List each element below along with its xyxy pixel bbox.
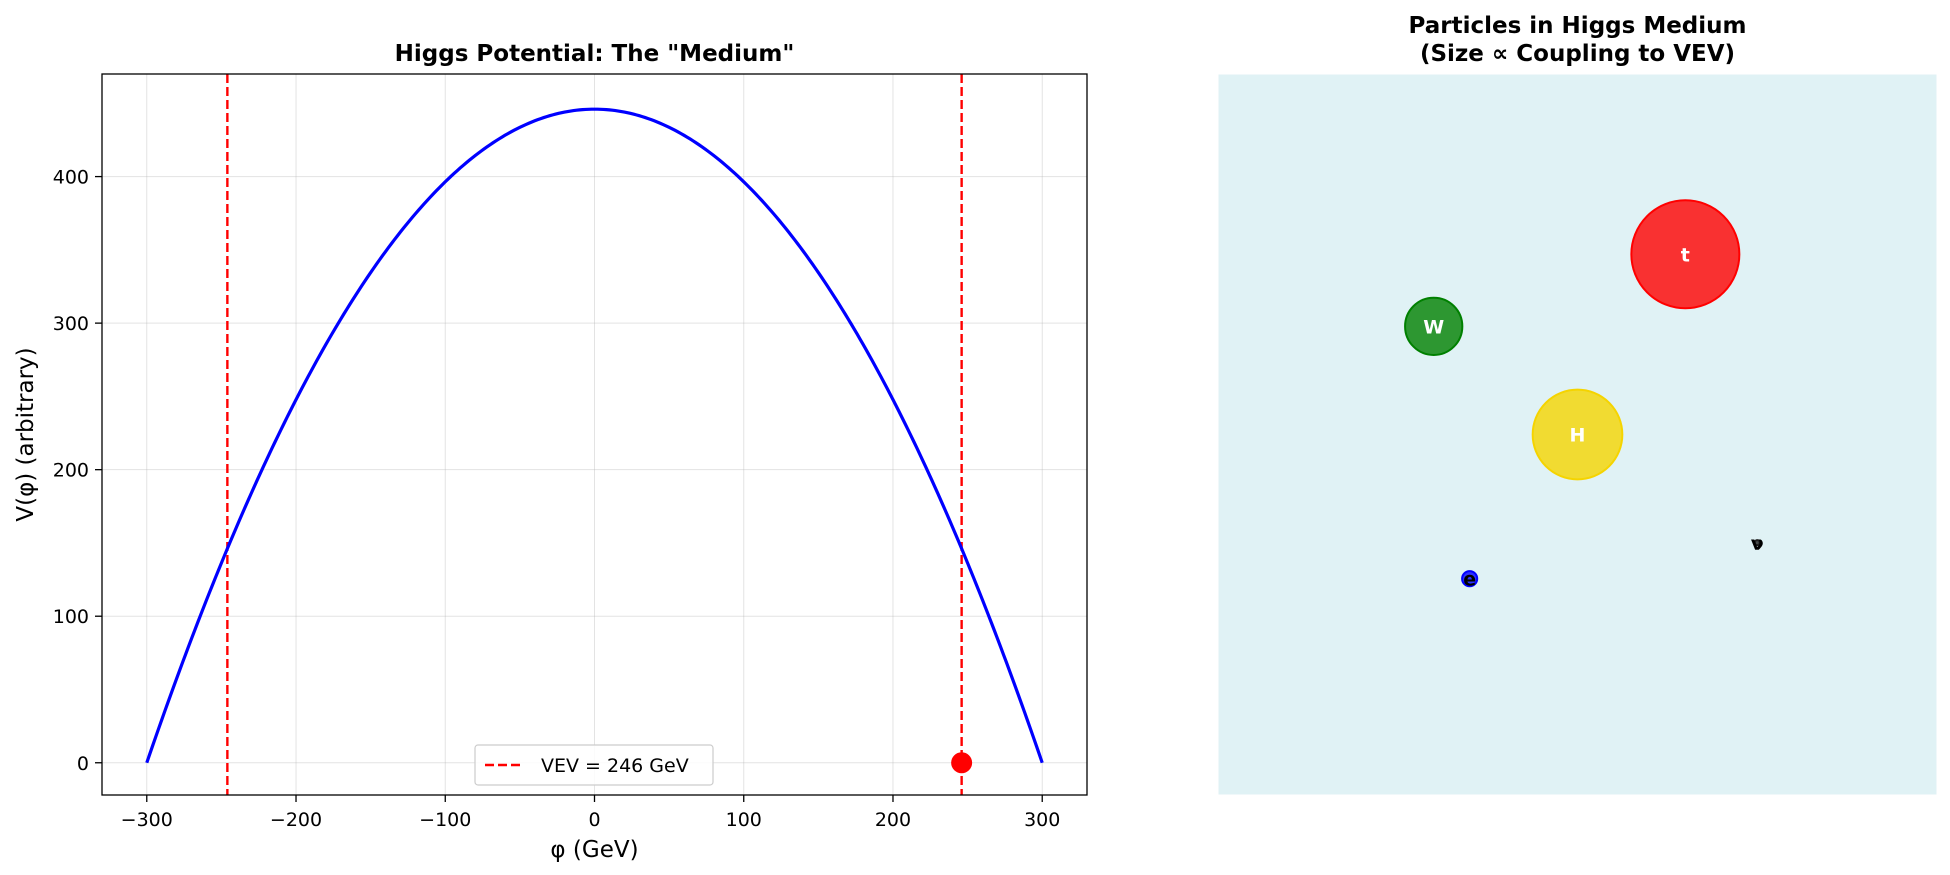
- vev-marker-point: [951, 752, 973, 774]
- particle-H: H: [1531, 388, 1624, 481]
- x-tick-label: −200: [270, 809, 322, 831]
- y-tick-label: 100: [53, 606, 89, 628]
- plot-frame: [1217, 73, 1938, 796]
- particle-circle: [1404, 296, 1464, 356]
- particle-label: W: [1423, 316, 1444, 338]
- x-axis-ticks: −300 −200 −100 0 100 200 300: [121, 795, 1060, 831]
- higgs-potential-chart: −300 −200 −100 0 100 200 300 0 100 200 300 400 Hig…: [13, 41, 1088, 863]
- particle-circle: [1630, 199, 1741, 310]
- particle-circle: [1531, 388, 1624, 481]
- particles-chart: t W Hν e Particles in Higgs Medium (Size ∝ …: [1217, 13, 1938, 796]
- particle-label: H: [1570, 425, 1586, 447]
- legend: VEV = 246 GeV: [474, 744, 714, 786]
- legend-box: [474, 744, 714, 786]
- vev-lines: [226, 74, 963, 795]
- y-tick-label: 200: [53, 460, 89, 482]
- particle-circle: [1753, 539, 1761, 547]
- particle-label: e: [1463, 569, 1476, 591]
- particle-t: t: [1630, 199, 1741, 310]
- particle-circle: [1461, 570, 1479, 588]
- particle-W: W: [1404, 296, 1464, 356]
- y-tick-label: 400: [53, 167, 89, 189]
- y-axis-label: V(φ) (arbitrary): [13, 347, 39, 521]
- particle-e: e: [1461, 569, 1479, 591]
- plot-area: [102, 74, 1087, 795]
- potential-curve: [145, 107, 1044, 764]
- y-axis-ticks: 0 100 200 300 400: [53, 167, 102, 775]
- particle-ν: ν: [1751, 533, 1764, 555]
- particle-label: t: [1681, 244, 1690, 266]
- x-tick-label: 100: [726, 809, 762, 831]
- x-axis-label: φ (GeV): [550, 837, 638, 863]
- particles: t W Hν e: [1404, 199, 1764, 591]
- x-tick-label: −300: [121, 809, 173, 831]
- legend-label-vev: VEV = 246 GeV: [541, 755, 689, 777]
- x-tick-label: 200: [875, 809, 911, 831]
- y-tick-label: 300: [53, 313, 89, 335]
- chart-title: Higgs Potential: The "Medium": [395, 41, 795, 67]
- x-tick-label: 300: [1024, 809, 1060, 831]
- chart-title-line-1: Particles in Higgs Medium: [1409, 13, 1747, 39]
- particle-label: ν: [1751, 533, 1764, 555]
- grid: [102, 74, 1087, 795]
- chart-title-line-2: (Size ∝ Coupling to VEV): [1420, 41, 1735, 67]
- y-tick-label: 0: [77, 753, 89, 775]
- x-tick-label: 0: [588, 809, 600, 831]
- x-tick-label: −100: [419, 809, 471, 831]
